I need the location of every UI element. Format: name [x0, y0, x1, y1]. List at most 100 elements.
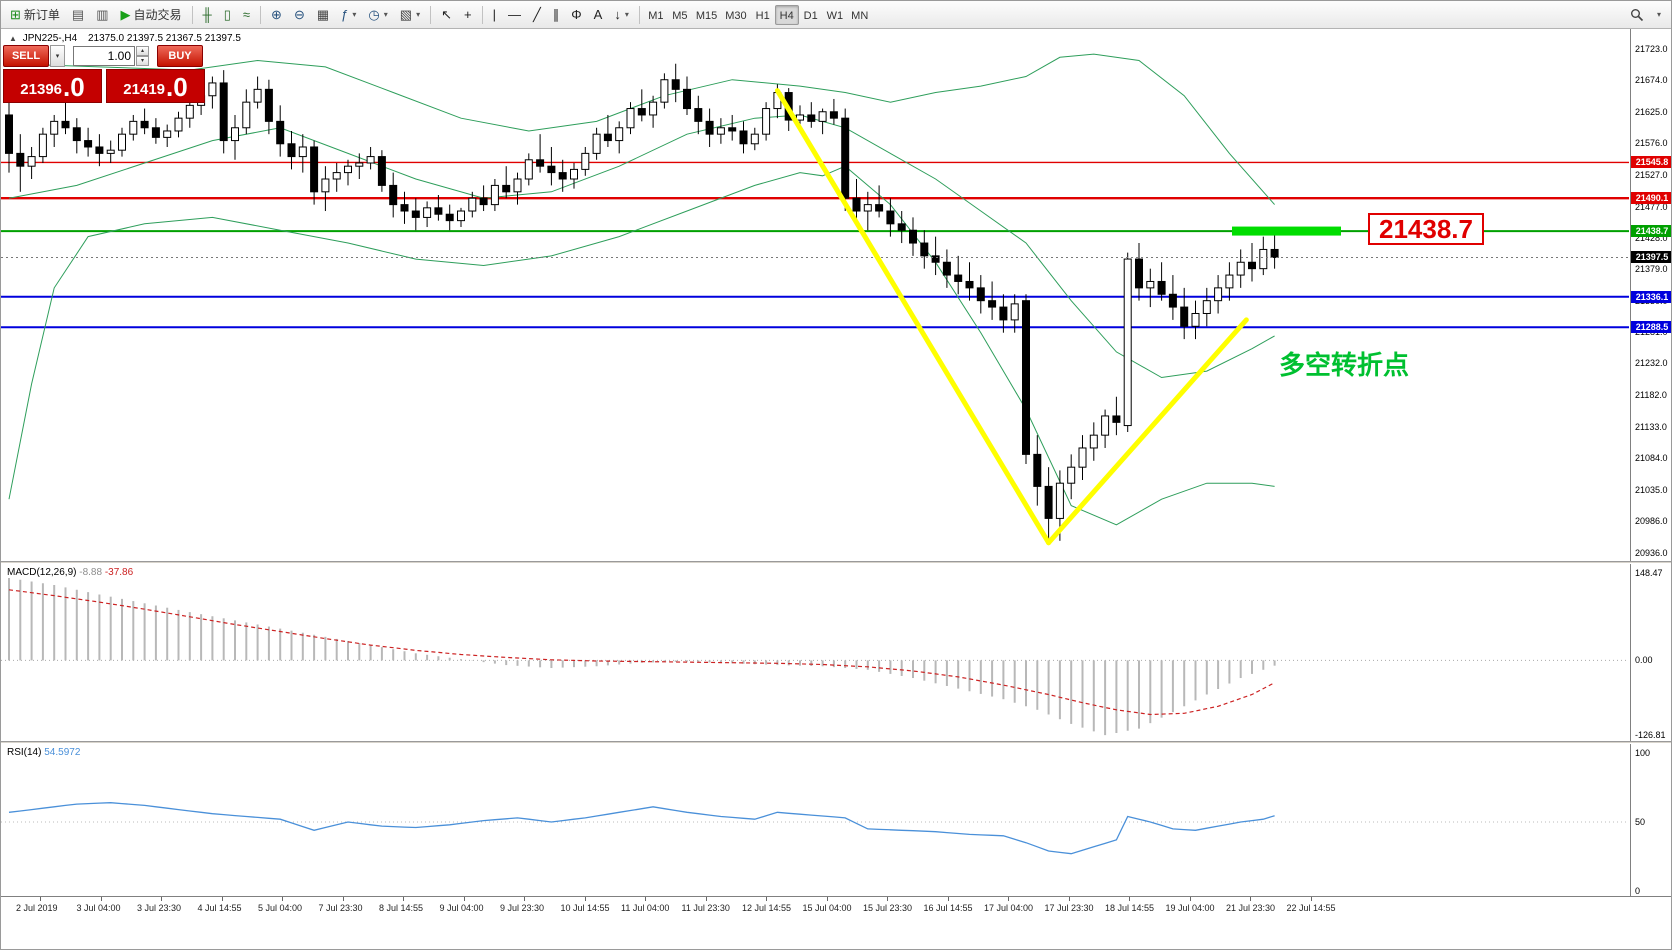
macd-signal-value: -37.86 — [104, 567, 134, 578]
price-level-badge: 21490.1 — [1631, 192, 1671, 205]
time-label: 21 Jul 23:30 — [1226, 903, 1276, 913]
volume-increase-button[interactable]: ▴ — [136, 46, 149, 56]
indicators-icon: ƒ — [341, 7, 349, 22]
time-label: 2 Jul 2019 — [16, 903, 58, 913]
volume-input[interactable] — [73, 46, 135, 66]
pane-splitter[interactable] — [1, 741, 1671, 744]
toolbar-separator — [191, 5, 193, 24]
time-tick — [1068, 897, 1070, 901]
toolbar-separator — [260, 5, 262, 24]
macd-pane[interactable] — [1, 564, 1631, 741]
macd-main-value: -8.88 — [79, 567, 103, 578]
time-label: 17 Jul 04:00 — [984, 903, 1034, 913]
timeframe-m15-button[interactable]: M15 — [692, 5, 721, 25]
price-tick-label: 20936.0 — [1635, 548, 1668, 558]
fibonacci-button[interactable]: Φ — [566, 4, 586, 26]
charts-window-button[interactable]: ▤ — [67, 4, 89, 26]
time-label: 9 Jul 23:30 — [500, 903, 545, 913]
toolbar-right: ▾ — [1624, 3, 1671, 27]
symbol-info: ▲ JPN225-,H4 21375.0 21397.5 21367.5 213… — [9, 33, 241, 44]
symbol-search-button[interactable] — [1625, 3, 1649, 27]
annotation-text[interactable]: 多空转折点 — [1279, 350, 1410, 380]
time-tick — [1250, 897, 1251, 901]
price-chart-pane[interactable] — [1, 29, 1631, 561]
price-tick-label: 21527.0 — [1635, 169, 1668, 180]
axis-border — [1630, 29, 1631, 896]
timeframe-h4-button[interactable]: H4 — [774, 4, 799, 25]
arrows-button[interactable]: ↓ ▾ — [609, 4, 634, 26]
time-tick — [403, 897, 404, 901]
trade-panel-top-row: SELL ▾ ▴ ▾ BUY — [3, 45, 211, 67]
toolbar-separator — [638, 5, 640, 24]
highlight-rectangle[interactable] — [1232, 226, 1341, 236]
symbol-timeframe-label: JPN225-,H4 — [22, 33, 78, 44]
indicators-button[interactable]: ƒ ▾ — [336, 4, 361, 26]
bollinger-middle-line — [8, 114, 1275, 379]
time-label: 18 Jul 14:55 — [1105, 903, 1155, 913]
rsi-line — [8, 802, 1275, 855]
bar-chart-button[interactable]: ╫ — [198, 4, 217, 26]
channel-button[interactable]: ∥ — [548, 4, 565, 26]
timeframe-m5-button[interactable]: M5 — [668, 5, 692, 25]
chart-area[interactable]: ▲ JPN225-,H4 21375.0 21397.5 21367.5 213… — [1, 29, 1671, 949]
timeframe-m30-button[interactable]: M30 — [721, 5, 750, 25]
time-label: 11 Jul 04:00 — [621, 903, 670, 913]
timeframe-h1-button[interactable]: H1 — [751, 5, 775, 25]
trendline-button[interactable]: ╱ — [528, 4, 546, 26]
crosshair-button[interactable]: + — [459, 4, 477, 26]
macd-tick-label: 0.00 — [1635, 655, 1653, 666]
trendlines[interactable] — [774, 88, 1249, 546]
time-label: 10 Jul 14:55 — [560, 903, 610, 913]
volume-decrease-button[interactable]: ▾ — [136, 56, 149, 66]
cursor-button[interactable]: ↖ — [436, 4, 457, 26]
buy-button[interactable]: BUY — [157, 45, 203, 67]
profiles-button[interactable]: ▥ — [91, 4, 113, 26]
macd-axis: 148.47 0.00 -126.81 — [1631, 564, 1671, 741]
new-order-button[interactable]: ⊞ 新订单 — [5, 4, 65, 26]
time-tick — [1008, 897, 1009, 901]
horizontal-line-button[interactable]: — — [503, 4, 526, 26]
timeframe-d1-button[interactable]: D1 — [799, 5, 823, 25]
line-chart-button[interactable]: ≈ — [238, 4, 255, 26]
timeframe-mn-button[interactable]: MN — [847, 5, 872, 25]
order-type-dropdown[interactable]: ▾ — [50, 45, 65, 67]
time-tick — [887, 897, 888, 901]
tile-windows-button[interactable]: ▦ — [312, 4, 334, 26]
profiles-icon: ▥ — [96, 7, 109, 22]
price-tick-label: 21182.0 — [1635, 390, 1667, 401]
toolbar-overflow-button[interactable]: ▾ — [1651, 3, 1666, 27]
time-tick — [40, 897, 41, 901]
timeframe-m1-button[interactable]: M1 — [644, 5, 668, 25]
auto-trading-button[interactable]: ▶ 自动交易 — [116, 4, 187, 26]
bollinger-lower-line — [8, 165, 1275, 526]
time-tick — [947, 897, 949, 901]
buy-price-button[interactable]: 21419 .0 — [106, 69, 205, 103]
zoom-in-icon: ⊕ — [271, 7, 282, 22]
price-tick-label: 21379.0 — [1635, 264, 1668, 275]
zoom-out-button[interactable]: ⊖ — [289, 4, 310, 26]
pane-splitter[interactable] — [1, 561, 1671, 564]
buy-price-fraction: .0 — [166, 72, 188, 102]
zoom-in-button[interactable]: ⊕ — [266, 4, 287, 26]
sell-button[interactable]: SELL — [3, 45, 49, 67]
price-callout-label[interactable]: 21438.7 — [1368, 213, 1484, 245]
sell-price-button[interactable]: 21396 .0 — [3, 69, 102, 103]
horizontal-level-lines[interactable] — [1, 161, 1629, 329]
macd-tick-label: 148.47 — [1635, 568, 1663, 578]
chevron-down-icon: ▾ — [352, 10, 357, 19]
rsi-pane[interactable] — [1, 744, 1631, 896]
time-axis[interactable]: 2 Jul 2019 3 Jul 04:00 3 Jul 23:30 4 Jul 14… — [1, 896, 1671, 949]
templates-button[interactable]: ▧ ▾ — [395, 4, 425, 26]
price-tick-label: 21625.0 — [1635, 106, 1668, 117]
price-axis[interactable]: 21723.0 21674.0 21625.0 21576.0 21527.0 21477… — [1631, 29, 1671, 561]
periods-button[interactable]: ◷ ▾ — [363, 4, 392, 26]
rsi-tick-label: 100 — [1635, 748, 1651, 758]
timeframe-w1-button[interactable]: W1 — [823, 5, 848, 25]
new-order-icon: ⊞ — [10, 7, 21, 22]
time-tick — [766, 897, 767, 901]
vertical-line-button[interactable]: | — [488, 4, 501, 26]
macd-signal-line — [8, 589, 1275, 716]
text-button[interactable]: A — [589, 4, 608, 26]
candlestick-chart-button[interactable]: ▯ — [219, 4, 236, 26]
